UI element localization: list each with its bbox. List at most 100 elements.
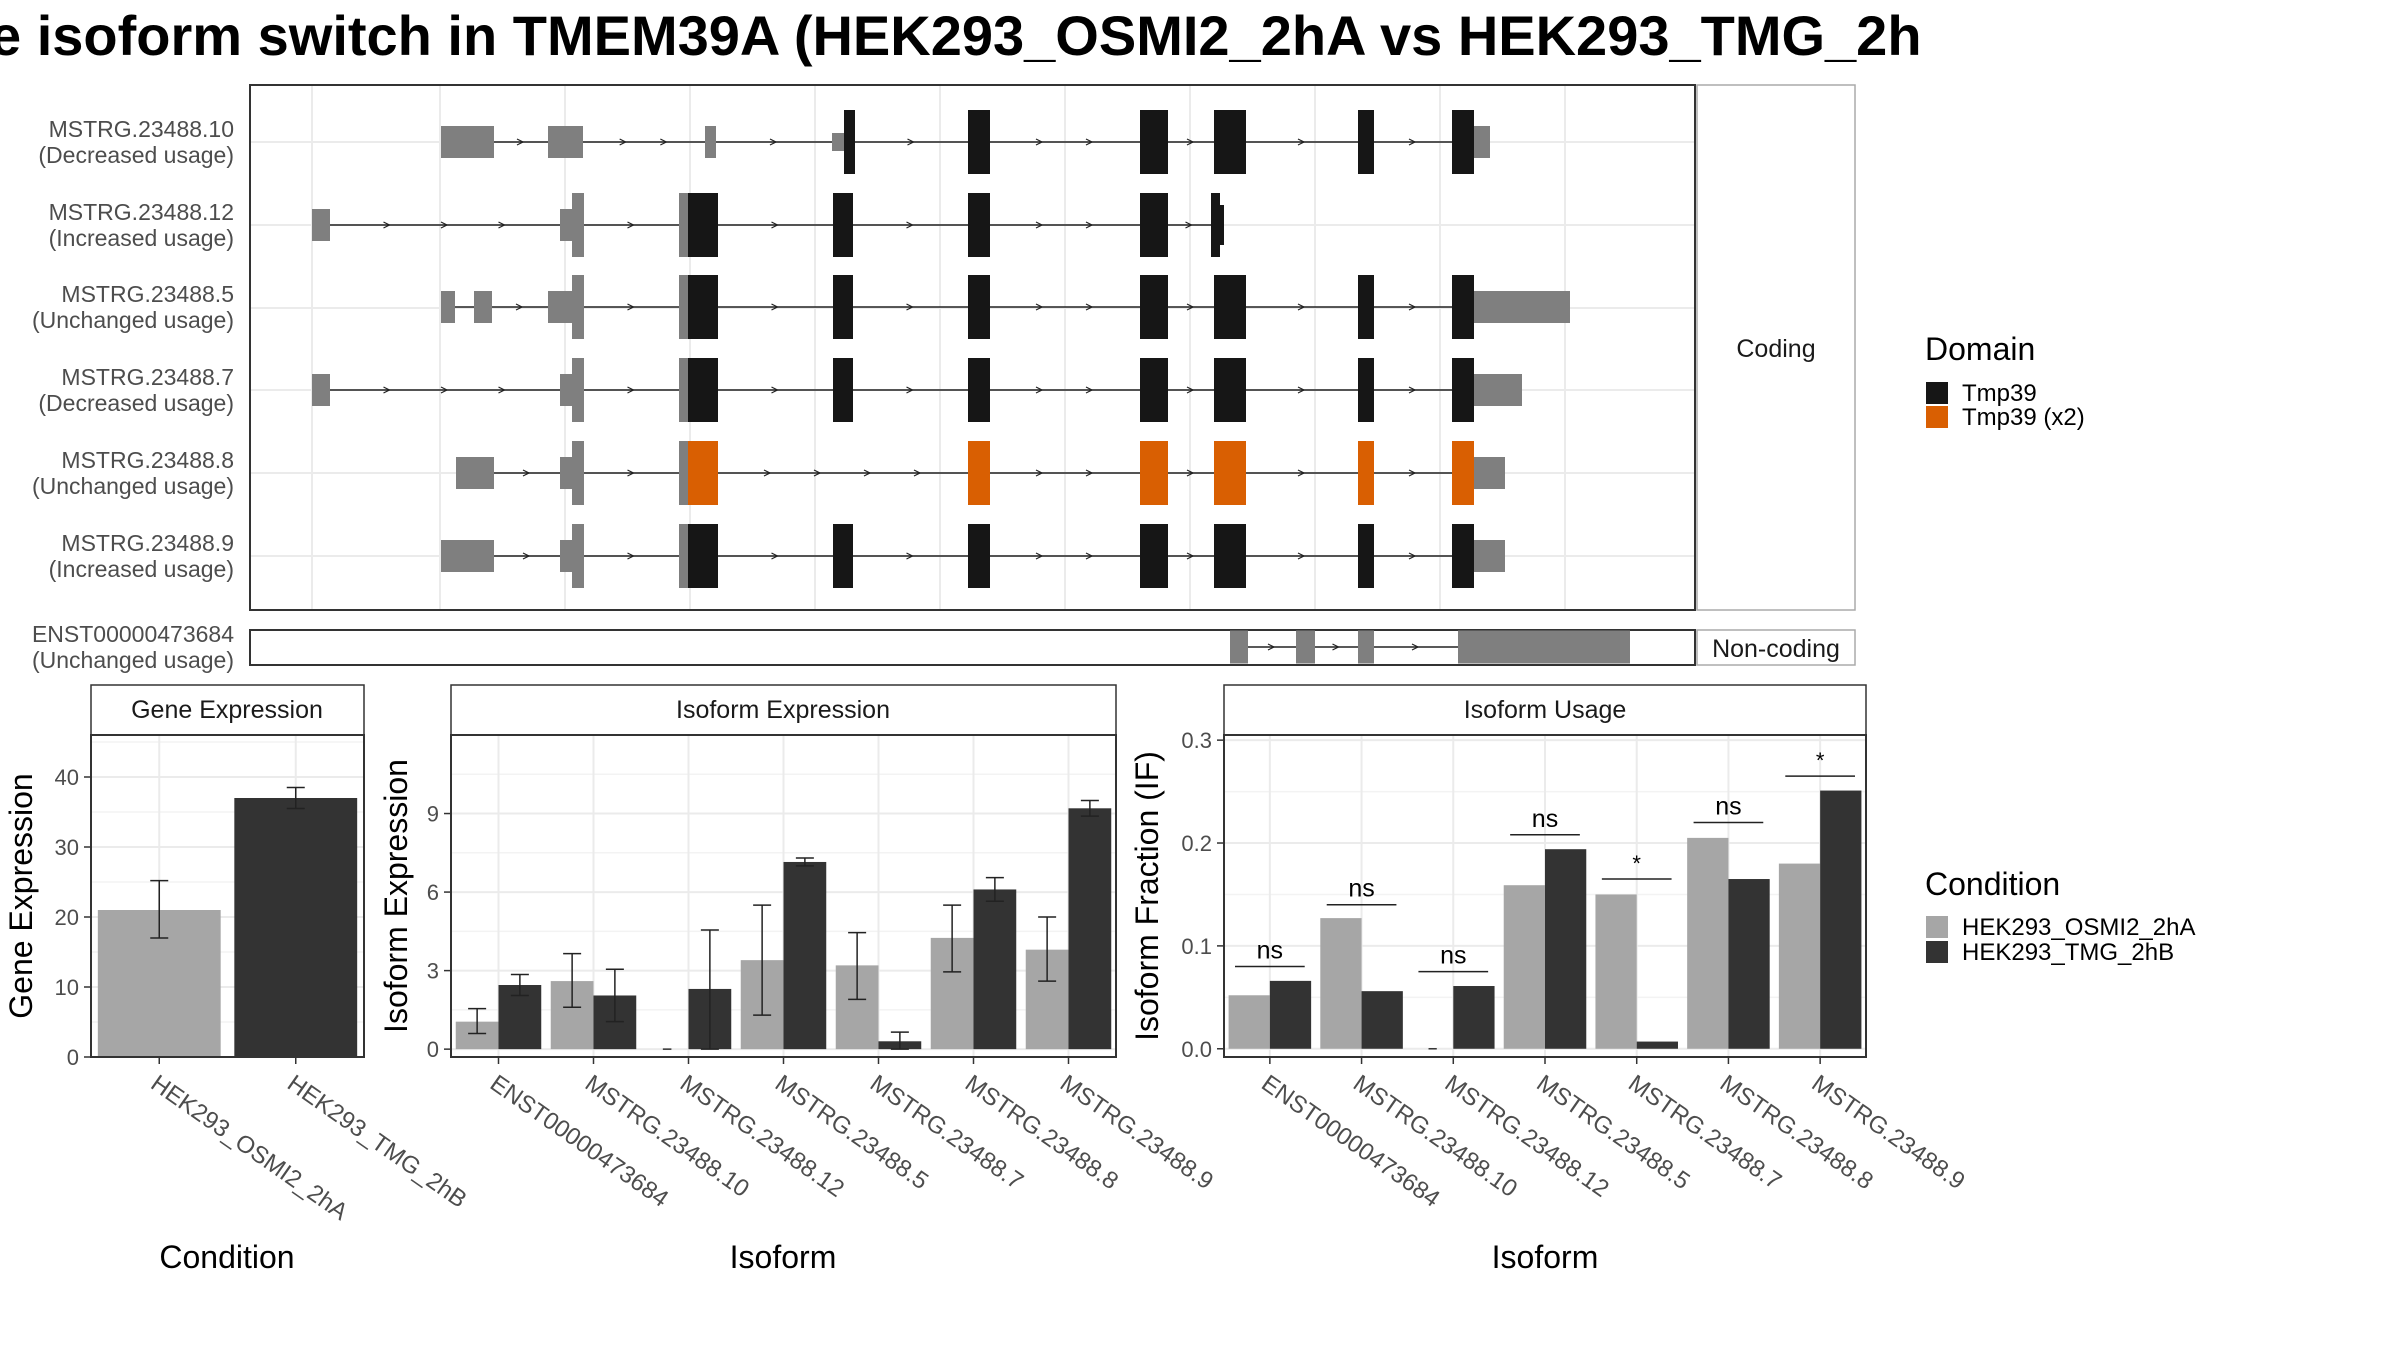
bar xyxy=(1453,986,1495,1049)
intron-arrow xyxy=(906,303,914,311)
exon xyxy=(1358,524,1374,588)
exon xyxy=(474,291,492,323)
exon xyxy=(688,358,718,422)
exon xyxy=(833,524,853,588)
x-tick-label: MSTRG.23488.5 xyxy=(1532,1070,1695,1195)
exon xyxy=(572,358,584,422)
exon xyxy=(705,126,716,158)
intron-arrow xyxy=(1085,221,1094,229)
isoform-expression-xlabel: Isoform xyxy=(730,1239,837,1275)
exon xyxy=(968,275,990,339)
intron-arrow xyxy=(440,221,449,229)
exon xyxy=(832,133,844,151)
isoform-usage-strip-box xyxy=(1223,684,1867,736)
bar xyxy=(1228,995,1270,1049)
intron-arrow xyxy=(1035,469,1044,477)
isoform-expression-x-ticks: ENST00000473684MSTRG.23488.10MSTRG.23488… xyxy=(485,1057,1218,1213)
isoform-id-label: MSTRG.23488.8 xyxy=(61,447,234,473)
intron-arrow xyxy=(1186,138,1195,146)
exon xyxy=(1474,126,1490,158)
exon xyxy=(560,540,572,572)
bar xyxy=(1545,849,1587,1049)
condition-legend-title: Condition xyxy=(1925,866,2060,902)
coding-strip-box xyxy=(1696,84,1856,611)
bar xyxy=(1320,918,1362,1049)
exon xyxy=(1140,524,1168,588)
intron-arrow xyxy=(863,469,872,477)
intron-arrow xyxy=(627,303,635,311)
exon xyxy=(1211,193,1220,257)
intron-arrow xyxy=(627,221,635,229)
intron-arrow xyxy=(627,552,635,560)
intron-arrow xyxy=(1408,469,1417,477)
exon xyxy=(1140,193,1168,257)
exon xyxy=(560,209,572,241)
exon xyxy=(1452,110,1474,174)
y-tick-label: 10 xyxy=(55,975,79,1000)
condition-legend: Condition HEK293_OSMI2_2hA HEK293_TMG_2h… xyxy=(1925,866,2195,966)
intron-arrow xyxy=(771,386,779,394)
significance-label: * xyxy=(1816,748,1825,773)
isoform-expression-strip-box xyxy=(450,684,1117,736)
coding-strip-label: Coding xyxy=(1736,335,1815,363)
intron-arrow xyxy=(660,138,668,146)
noncoding-strip-label: Non-coding xyxy=(1712,635,1840,663)
isoform-usage-label: (Increased usage) xyxy=(49,556,234,582)
exon xyxy=(679,524,688,588)
exon xyxy=(572,275,584,339)
isoform-usage-bars xyxy=(1228,790,1862,1050)
isoform-expression-ylabel: Isoform Expression xyxy=(378,759,414,1033)
intron-arrow xyxy=(498,221,506,229)
y-tick-label: 40 xyxy=(55,765,79,790)
exon xyxy=(548,126,583,158)
x-tick-label: MSTRG.23488.10 xyxy=(580,1070,754,1203)
bar xyxy=(1595,894,1637,1049)
x-tick-label: ENST00000473684 xyxy=(485,1070,673,1213)
intron-arrow xyxy=(522,552,531,560)
isoform-expression-strip-label: Isoform Expression xyxy=(676,696,890,724)
intron-arrow xyxy=(1297,138,1306,146)
intron-arrow xyxy=(1035,386,1044,394)
exon xyxy=(1296,630,1315,664)
exon xyxy=(1358,110,1374,174)
intron-arrow xyxy=(1085,469,1094,477)
intron-arrow xyxy=(627,469,635,477)
bar xyxy=(1269,980,1312,1049)
x-tick-label: MSTRG.23488.8 xyxy=(1715,1070,1878,1195)
coding-isoform-3 xyxy=(441,275,1570,339)
isoform-usage-label: (Unchanged usage) xyxy=(32,307,234,333)
intron-arrow xyxy=(769,138,778,146)
domain-legend-label-tmp39-x2: Tmp39 (x2) xyxy=(1962,404,2085,431)
isoform-usage-strip-label: Isoform Usage xyxy=(1464,696,1627,724)
exon xyxy=(572,441,584,505)
intron-arrow xyxy=(907,138,915,146)
intron-arrow xyxy=(1035,303,1044,311)
exon xyxy=(968,110,990,174)
isoform-id-label: ENST00000473684 xyxy=(32,621,234,647)
exon xyxy=(1474,540,1505,572)
intron-arrow xyxy=(1035,221,1044,229)
exon xyxy=(968,193,990,257)
coding-isoform-5 xyxy=(456,441,1505,505)
isoform-usage-label: (Unchanged usage) xyxy=(32,473,234,499)
exon xyxy=(1220,205,1224,245)
y-tick-label: 3 xyxy=(427,959,439,984)
intron-arrow xyxy=(771,303,779,311)
domain-legend: Domain Tmp39 Tmp39 (x2) xyxy=(1925,331,2085,431)
exon xyxy=(1214,275,1246,339)
intron-arrow xyxy=(1408,303,1417,311)
exon xyxy=(1214,358,1246,422)
isoform-id-label: MSTRG.23488.5 xyxy=(61,281,234,307)
exon xyxy=(679,275,688,339)
exon xyxy=(968,524,990,588)
coding-isoform-4 xyxy=(312,358,1522,422)
intron-arrow xyxy=(1297,303,1306,311)
x-tick-label: MSTRG.23488.7 xyxy=(1623,1070,1786,1195)
exon xyxy=(1140,275,1168,339)
intron-arrow xyxy=(1297,469,1306,477)
bar xyxy=(1361,991,1403,1049)
y-tick-label: 0.2 xyxy=(1181,831,1212,856)
